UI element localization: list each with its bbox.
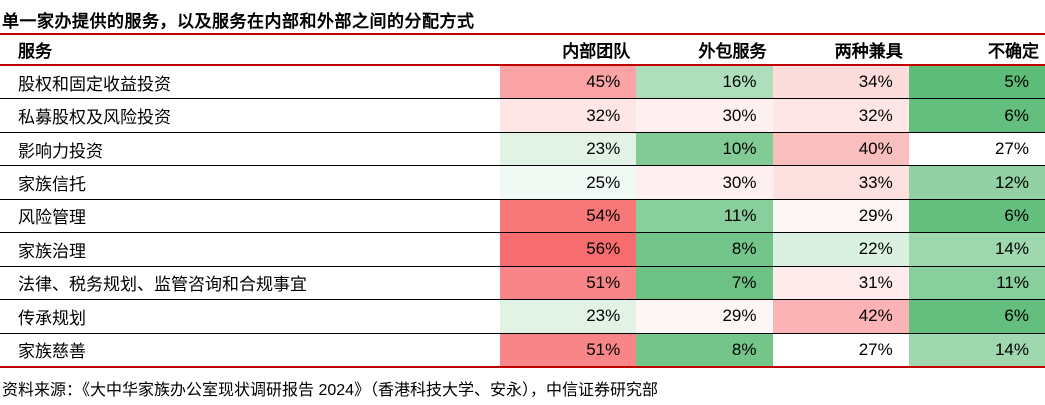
service-label: 家族信托 [0,166,500,199]
value-cell: 30% [636,166,773,199]
value-cell: 42% [772,300,909,333]
value-cell: 14% [908,333,1045,366]
table-header-row: 服务 内部团队 外包服务 两种兼具 不确定 [0,33,1045,66]
value-cell: 31% [772,266,909,300]
value-cell: 29% [636,300,773,333]
service-label: 影响力投资 [0,132,500,166]
table-row: 家族信托 25% 30% 33% 12% [0,166,1045,200]
value-cell: 11% [636,199,773,233]
value-cell: 33% [772,166,909,199]
value-cell: 16% [636,66,773,99]
column-header: 外包服务 [698,42,767,61]
value-cell: 6% [908,199,1045,233]
table-row: 影响力投资 23% 10% 40% 27% [0,132,1045,167]
value-cell: 23% [500,300,637,333]
service-label: 风险管理 [0,199,500,233]
value-cell: 34% [772,66,909,99]
value-cell: 10% [636,132,773,166]
source-note: 资料来源：《大中华家族办公室现状调研报告 2024》（香港科技大学、安永），中信… [2,381,659,399]
service-label: 私募股权及风险投资 [0,99,500,132]
value-cell: 22% [772,233,909,266]
value-cell: 8% [636,233,773,266]
value-cell: 6% [908,99,1045,132]
value-cell: 14% [908,233,1045,266]
value-cell: 51% [500,266,637,300]
service-label: 法律、税务规划、监管咨询和合规事宜 [0,266,500,300]
table-row: 家族治理 56% 8% 22% 14% [0,233,1045,267]
figure-title: 单一家办提供的服务，以及服务在内部和外部之间的分配方式 [2,12,475,31]
value-cell: 45% [500,66,637,99]
column-header: 内部团队 [562,42,631,61]
table-row: 私募股权及风险投资 32% 30% 32% 6% [0,99,1045,133]
value-cell: 6% [908,300,1045,333]
table-row: 法律、税务规划、监管咨询和合规事宜 51% 7% 31% 11% [0,266,1045,301]
value-cell: 27% [908,132,1045,166]
value-cell: 5% [908,66,1045,99]
value-cell: 56% [500,233,637,266]
value-cell: 23% [500,132,637,166]
service-label: 家族治理 [0,233,500,266]
service-label: 股权和固定收益投资 [0,66,500,99]
value-cell: 25% [500,166,637,199]
value-cell: 54% [500,199,637,233]
table-body: 股权和固定收益投资 45% 16% 34% 5% 私募股权及风险投资 32% 30% 32% 6%… [0,66,1045,368]
value-cell: 27% [772,333,909,366]
value-cell: 12% [908,166,1045,199]
column-header-service: 服务 [18,42,52,61]
column-header: 两种兼具 [834,42,903,61]
table-row: 股权和固定收益投资 45% 16% 34% 5% [0,66,1045,100]
value-cell: 8% [636,333,773,366]
value-cell: 32% [500,99,637,132]
column-header: 不确定 [988,42,1039,61]
service-label: 传承规划 [0,300,500,333]
service-label: 家族慈善 [0,333,500,366]
value-cell: 7% [636,266,773,300]
value-cell: 11% [908,266,1045,300]
value-cell: 29% [772,199,909,233]
value-cell: 30% [636,99,773,132]
table-row: 家族慈善 51% 8% 27% 14% [0,333,1045,366]
value-cell: 32% [772,99,909,132]
value-cell: 51% [500,333,637,366]
table-row: 风险管理 54% 11% 29% 6% [0,199,1045,234]
table-row: 传承规划 23% 29% 42% 6% [0,300,1045,334]
value-cell: 40% [772,132,909,166]
